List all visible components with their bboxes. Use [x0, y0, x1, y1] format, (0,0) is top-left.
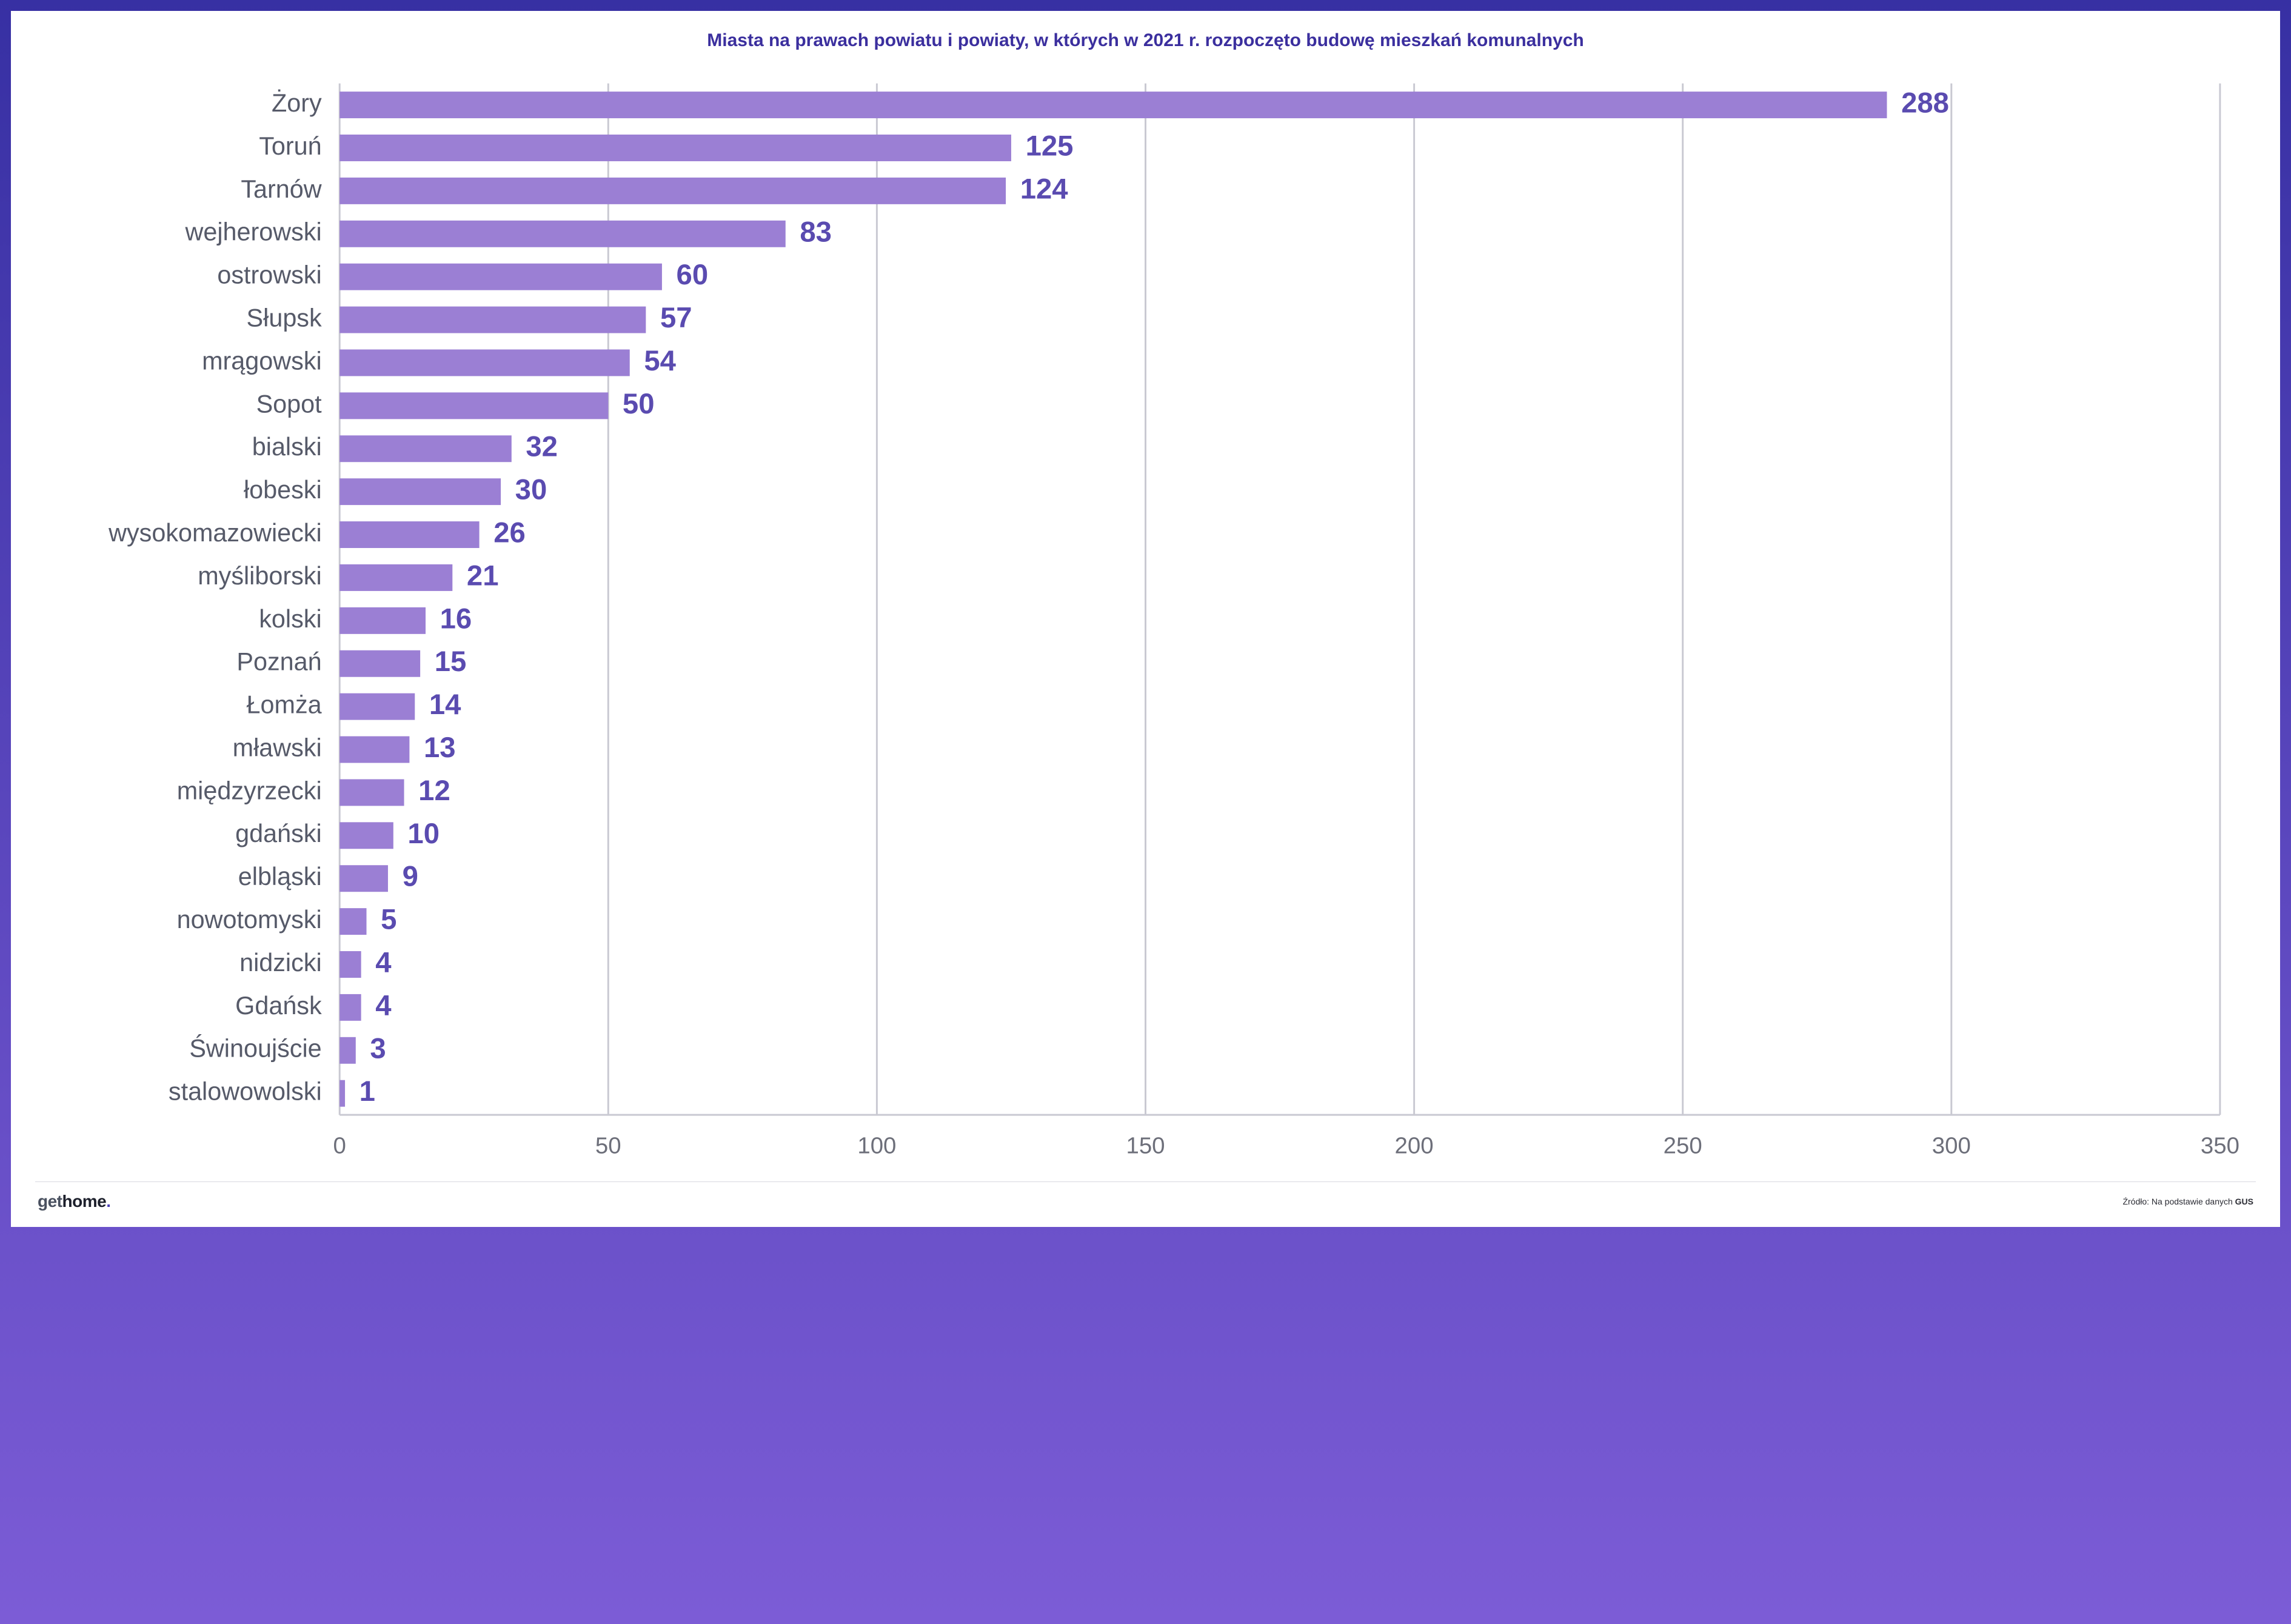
value-label: 4 — [375, 989, 392, 1021]
logo-text-dot: . — [106, 1192, 110, 1211]
category-label: Sopot — [256, 390, 323, 418]
category-label: Tarnów — [241, 175, 321, 202]
category-label: nidzicki — [239, 948, 322, 976]
svg-text:50: 50 — [595, 1132, 621, 1158]
bar — [339, 779, 404, 806]
value-label: 60 — [677, 259, 709, 291]
category-label: międzyrzecki — [177, 777, 322, 804]
value-label: 54 — [644, 344, 676, 376]
value-label: 21 — [467, 560, 499, 592]
bar — [339, 951, 361, 978]
value-label: 3 — [370, 1032, 386, 1064]
bar — [339, 177, 1006, 204]
category-label: ostrowski — [217, 261, 321, 289]
bar — [339, 908, 366, 935]
card: Miasta na prawach powiatu i powiaty, w k… — [11, 11, 2280, 1227]
bar — [339, 435, 512, 462]
category-label: wysokomazowiecki — [108, 518, 322, 546]
value-label: 4 — [375, 946, 392, 978]
category-label: Poznań — [236, 647, 321, 675]
bar — [339, 92, 1887, 118]
category-label: nowotomyski — [177, 906, 322, 934]
value-label: 14 — [429, 689, 461, 721]
value-label: 9 — [403, 860, 418, 892]
svg-text:100: 100 — [857, 1132, 896, 1158]
bar — [339, 693, 415, 720]
value-label: 12 — [418, 774, 450, 806]
bar — [339, 220, 786, 247]
bar — [339, 349, 630, 376]
category-label: stalowowolski — [169, 1077, 322, 1105]
category-label: mławski — [233, 733, 322, 761]
svg-text:300: 300 — [1932, 1132, 1971, 1158]
source-strong: GUS — [2235, 1197, 2253, 1206]
category-label: bialski — [252, 433, 322, 461]
footer: get home . Źródło: Na podstawie danych G… — [35, 1189, 2256, 1216]
category-label: Gdańsk — [235, 991, 322, 1019]
svg-text:150: 150 — [1126, 1132, 1165, 1158]
category-label: Łomża — [247, 690, 322, 718]
svg-text:200: 200 — [1395, 1132, 1434, 1158]
logo-text-home: home — [62, 1192, 107, 1211]
bar — [339, 564, 452, 590]
value-label: 15 — [435, 646, 467, 678]
category-label: myśliborski — [198, 561, 321, 589]
bar — [339, 650, 420, 677]
logo-text-get: get — [38, 1192, 62, 1211]
value-label: 5 — [381, 903, 396, 935]
bar — [339, 306, 646, 333]
value-label: 16 — [440, 603, 472, 635]
category-label: elbląski — [238, 863, 322, 891]
category-label: łobeski — [244, 476, 322, 504]
bar — [339, 822, 393, 849]
source-attribution: Źródło: Na podstawie danych GUS — [2122, 1197, 2253, 1206]
value-label: 32 — [526, 430, 558, 463]
bar — [339, 994, 361, 1020]
bar — [339, 607, 426, 633]
bar — [339, 1037, 356, 1063]
bar — [339, 865, 388, 892]
outer-frame: Miasta na prawach powiatu i powiaty, w k… — [0, 0, 2291, 1624]
value-label: 57 — [660, 302, 692, 334]
svg-text:250: 250 — [1664, 1132, 1702, 1158]
bar — [339, 263, 662, 290]
category-label: kolski — [259, 604, 321, 632]
chart-title: Miasta na prawach powiatu i powiaty, w k… — [707, 29, 1584, 52]
bar — [339, 134, 1011, 161]
value-label: 26 — [493, 516, 526, 549]
category-label: Toruń — [259, 132, 321, 159]
category-label: gdański — [235, 820, 322, 847]
value-label: 13 — [424, 732, 456, 764]
svg-text:350: 350 — [2201, 1132, 2239, 1158]
svg-text:0: 0 — [333, 1132, 346, 1158]
source-prefix: Źródło: Na podstawie danych — [2122, 1197, 2235, 1206]
bar — [339, 1080, 345, 1106]
category-label: Słupsk — [247, 304, 322, 332]
bar-chart: 050100150200250300350Żory288Toruń125Tarn… — [35, 69, 2256, 1176]
footer-divider — [35, 1181, 2256, 1182]
category-label: wejherowski — [184, 218, 321, 246]
bar — [339, 392, 608, 419]
value-label: 83 — [800, 216, 832, 248]
bar — [339, 478, 501, 505]
bar — [339, 736, 409, 763]
value-label: 10 — [407, 817, 440, 849]
chart-container: 050100150200250300350Żory288Toruń125Tarn… — [35, 69, 2256, 1176]
category-label: Żory — [272, 89, 322, 117]
value-label: 1 — [360, 1075, 375, 1108]
value-label: 124 — [1020, 173, 1069, 205]
value-label: 288 — [1901, 87, 1949, 119]
category-label: mrągowski — [202, 347, 322, 375]
bar — [339, 521, 479, 548]
value-label: 50 — [623, 387, 655, 419]
value-label: 125 — [1026, 130, 1074, 162]
category-label: Świnoujście — [189, 1034, 321, 1062]
value-label: 30 — [515, 473, 547, 506]
gethome-logo: get home . — [38, 1192, 110, 1211]
